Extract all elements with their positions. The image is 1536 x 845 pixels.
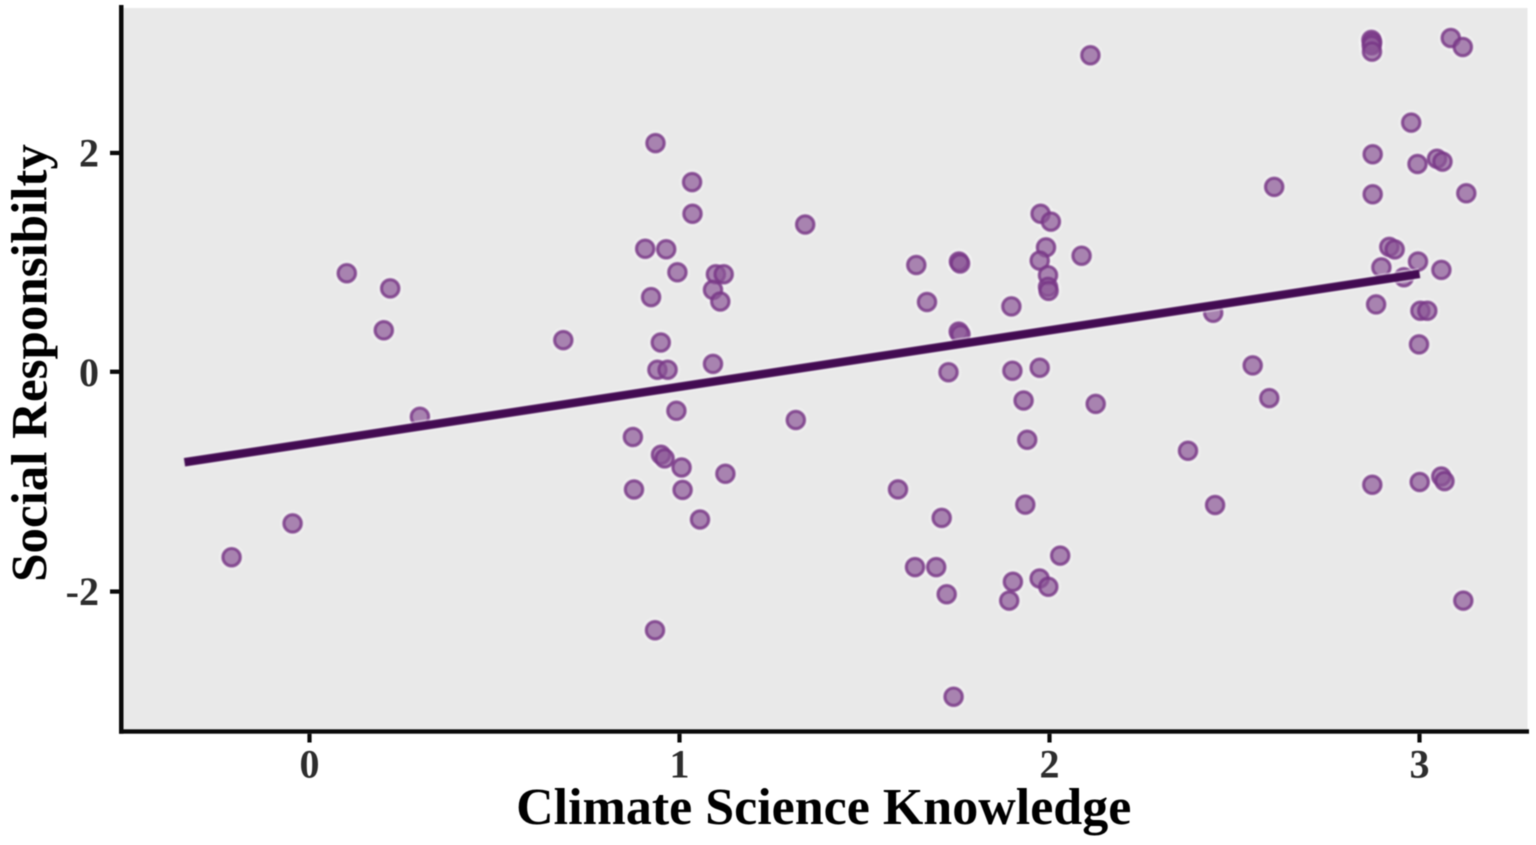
- svg-text:Social Responsibilty: Social Responsibilty: [3, 144, 59, 582]
- svg-text:1: 1: [670, 742, 690, 787]
- svg-text:2: 2: [79, 131, 99, 176]
- svg-text:0: 0: [300, 742, 320, 787]
- svg-text:Climate Science Knowledge: Climate Science Knowledge: [516, 779, 1131, 836]
- svg-text:2: 2: [1040, 742, 1060, 787]
- svg-text:-2: -2: [66, 569, 99, 614]
- svg-text:3: 3: [1410, 742, 1430, 787]
- svg-text:0: 0: [79, 350, 99, 395]
